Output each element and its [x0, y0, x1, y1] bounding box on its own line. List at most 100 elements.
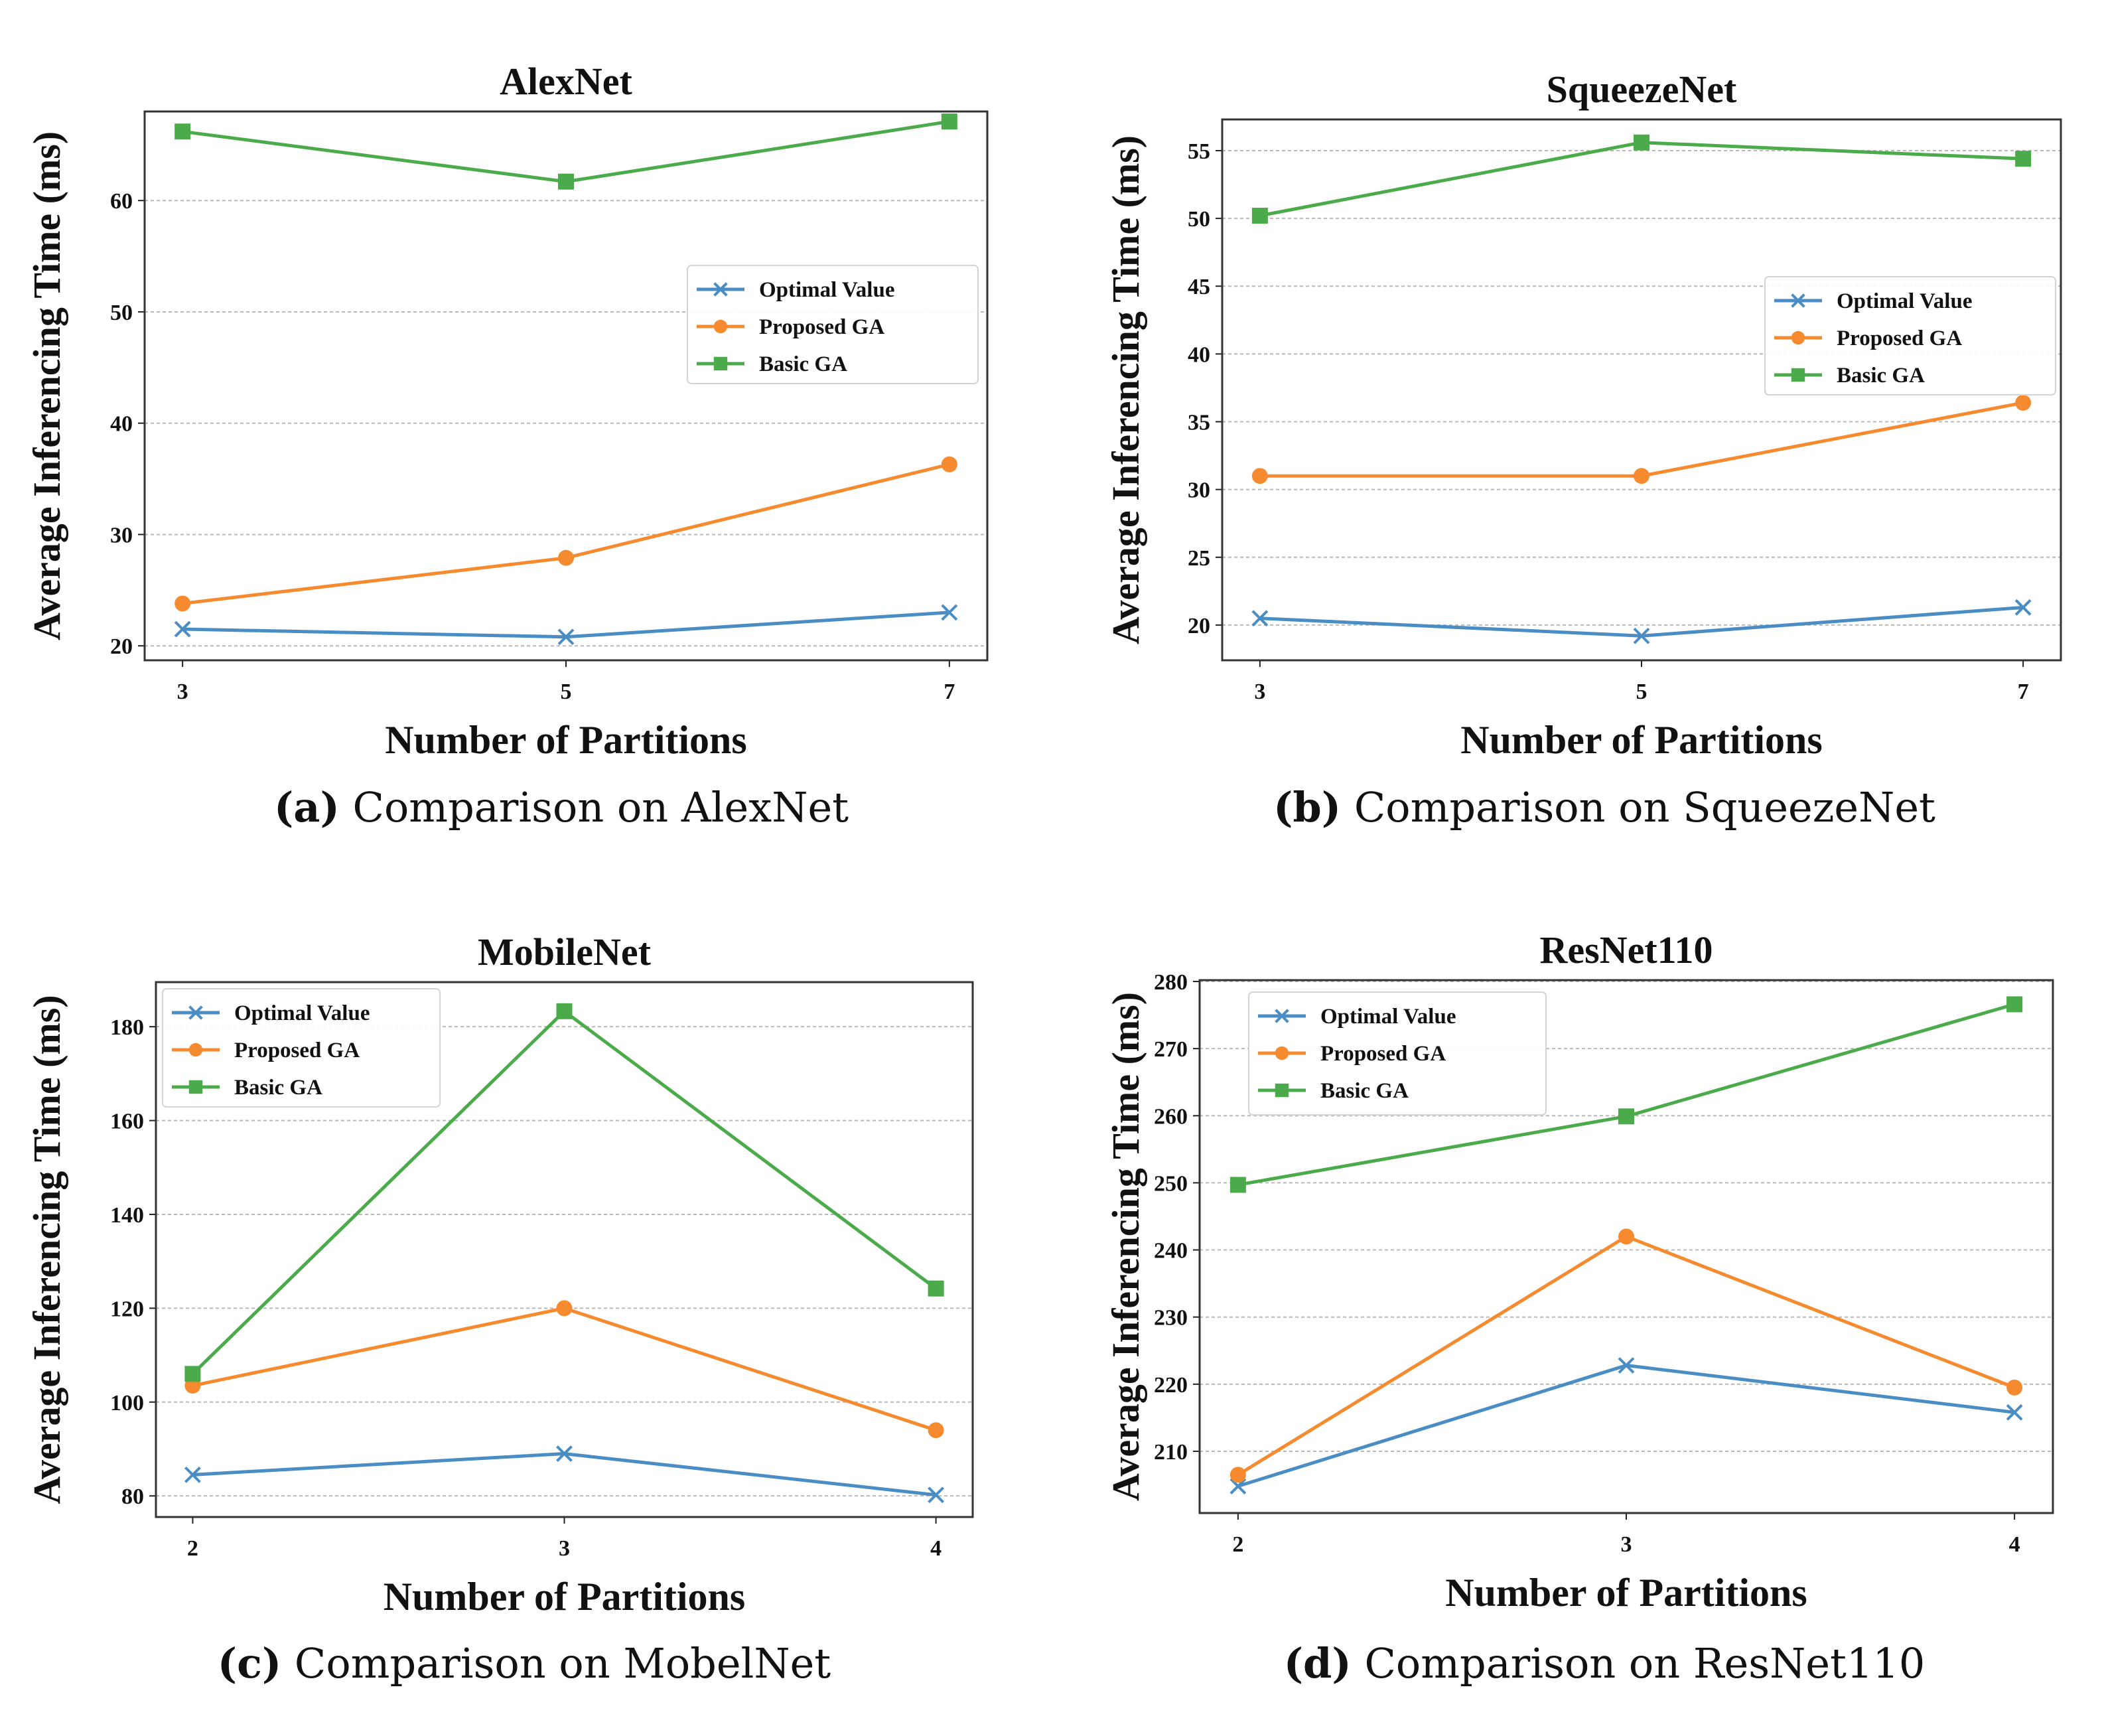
chart-d-xlabel: Number of Partitions: [1445, 1571, 1807, 1615]
chart-c-series-line-1: [192, 1452, 936, 1497]
caption-a-label: (a): [273, 783, 340, 832]
chart-a-title: AlexNet: [500, 60, 632, 103]
chart-c-ytick-label: 100: [110, 1391, 144, 1415]
caption-c: (c) Comparison on MobelNet: [218, 1639, 831, 1688]
caption-d-text: Comparison on ResNet110: [1364, 1639, 1926, 1688]
chart-c-series-line-2: [192, 1306, 937, 1432]
chart-a-point: [557, 628, 575, 646]
chart-b-point: [1634, 468, 1649, 484]
chart-d-legend-label: Proposed GA: [1320, 1042, 1446, 1066]
chart-c-legend-marker: [188, 1080, 203, 1094]
caption-a: (a) Comparison on AlexNet: [274, 783, 849, 832]
chart-d-ylabel: Average Inferencing Time (ms): [1104, 992, 1147, 1501]
chart-d-xtick-label: 2: [1232, 1532, 1243, 1557]
chart-b-legend-marker: [1791, 368, 1805, 382]
chart-a-legend-marker: [713, 356, 728, 371]
chart-a-ytick-label: 50: [110, 301, 133, 325]
chart-d-ytick-label: 260: [1154, 1104, 1188, 1129]
chart-b-ytick-label: 45: [1188, 275, 1210, 299]
caption-a-text: Comparison on AlexNet: [352, 783, 849, 832]
chart-b-title: SqueezeNet: [1547, 68, 1737, 111]
chart-a-series-line-1: [182, 611, 950, 639]
chart-d-legend: Optimal Value Proposed GA Basic GA: [1248, 991, 1547, 1116]
chart-b-series-line-1: [1259, 605, 2024, 638]
chart-c-legend-label: Basic GA: [234, 1076, 322, 1100]
chart-d-axes-frame: [1198, 979, 2054, 1514]
caption-b: (b) Comparison on SqueezeNet: [1273, 783, 1935, 832]
chart-c-ytick-label: 160: [110, 1110, 144, 1134]
chart-d-ytick-label: 250: [1154, 1171, 1188, 1196]
chart-a-axes-frame: [143, 110, 989, 662]
caption-c-text: Comparison on MobelNet: [294, 1639, 831, 1688]
chart-d-point: [1618, 1357, 1635, 1374]
caption-b-text: Comparison on SqueezeNet: [1354, 783, 1935, 832]
chart-c-ytick-label: 120: [110, 1297, 144, 1321]
chart-d-legend-marker: [1275, 1083, 1289, 1098]
chart-a-point: [941, 456, 957, 472]
chart-b-point: [1634, 134, 1649, 151]
chart-a-xtick-label: 3: [177, 680, 188, 704]
chart-d-legend-marker: [1275, 1009, 1289, 1023]
chart-b-legend: Optimal Value Proposed GA Basic GA: [1764, 276, 2056, 396]
chart-c-xlabel: Number of Partitions: [384, 1575, 746, 1619]
chart-d-legend-label: Optimal Value: [1320, 1005, 1456, 1029]
chart-a-point: [941, 113, 957, 130]
chart-d-xtick-label: 4: [2009, 1532, 2020, 1557]
caption-b-label: (b): [1273, 783, 1342, 832]
chart-d-point: [1618, 1108, 1634, 1125]
caption-d: (d) Comparison on ResNet110: [1284, 1639, 1926, 1688]
chart-b-legend-box: [1764, 276, 2056, 396]
chart-a-ytick-label: 60: [110, 189, 133, 214]
chart-c-legend-label: Optimal Value: [234, 1001, 370, 1025]
chart-d-point: [1618, 1228, 1634, 1245]
chart-a-xtick-label: 5: [561, 680, 572, 704]
chart-c-legend: Optimal Value Proposed GA Basic GA: [162, 988, 441, 1108]
chart-b-legend-label: Basic GA: [1837, 364, 1925, 388]
chart-b-point: [2015, 394, 2032, 411]
chart-b-ytick-label: 35: [1188, 411, 1210, 435]
chart-c: 80 100 120 140 160 180 2 3 4 MobileNet Number of P…: [25, 930, 974, 1619]
chart-c-legend-marker: [188, 1005, 203, 1020]
chart-a-point: [558, 549, 574, 566]
chart-d: 210 220 230 240 250 260 270 280 2 3 4 ResNet110 Numb…: [1104, 928, 2054, 1615]
chart-b-ytick-label: 55: [1188, 139, 1210, 164]
chart-c-point: [556, 1445, 573, 1462]
chart-b-ytick-label: 20: [1188, 614, 1210, 638]
chart-a-point: [175, 123, 191, 140]
chart-c-point: [928, 1486, 945, 1504]
chart-a-legend-label: Basic GA: [759, 352, 847, 376]
chart-d-point: [1229, 1177, 1246, 1193]
chart-a-ytick-label: 40: [110, 412, 133, 437]
chart-a-point: [941, 604, 958, 621]
chart-b-series-line-2: [1259, 401, 2024, 478]
chart-d-xtick-label: 3: [1621, 1532, 1632, 1557]
chart-b-point: [2015, 151, 2032, 167]
chart-c-ytick-label: 140: [110, 1203, 144, 1228]
chart-d-point: [1229, 1467, 1246, 1483]
chart-c-legend-box: [162, 988, 441, 1108]
chart-b-legend-marker: [1791, 293, 1805, 308]
chart-d-legend-marker: [1275, 1046, 1289, 1060]
chart-d-ytick-label: 230: [1154, 1306, 1188, 1331]
chart-b-xtick-label: 3: [1254, 680, 1265, 704]
chart-c-ylabel: Average Inferencing Time (ms): [25, 995, 68, 1504]
chart-d-point: [2006, 996, 2023, 1013]
chart-a-xlabel: Number of Partitions: [385, 718, 747, 762]
chart-c-point: [556, 1300, 573, 1317]
chart-a-point: [174, 620, 191, 638]
chart-c-point: [928, 1422, 944, 1439]
chart-a-legend-marker: [713, 319, 728, 334]
chart-d-legend-box: [1248, 991, 1547, 1116]
chart-b-point: [1633, 627, 1650, 644]
chart-c-ytick-label: 180: [110, 1015, 144, 1040]
chart-d-legend-label: Basic GA: [1320, 1079, 1409, 1103]
chart-c-xtick-label: 3: [559, 1536, 570, 1561]
chart-a-point: [558, 173, 574, 190]
chart-d-point: [2006, 1404, 2023, 1421]
chart-b-legend-label: Proposed GA: [1837, 326, 1962, 350]
chart-c-title: MobileNet: [478, 930, 652, 974]
chart-b-point: [1251, 208, 1268, 224]
chart-c-axes-frame: [155, 981, 974, 1518]
